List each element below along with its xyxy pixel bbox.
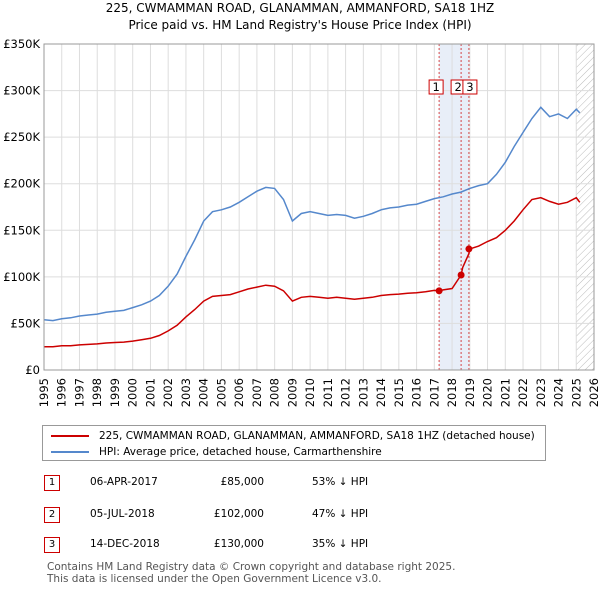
x-tick-label: 2009 <box>285 378 299 407</box>
x-tick-label: 2023 <box>534 378 548 407</box>
x-tick-label: 2020 <box>481 378 495 407</box>
price-chart: £0 £50K £100K £150K £200K £250K £300K £350K 1995… <box>3 37 600 407</box>
sale-label-text: 1 <box>432 80 439 94</box>
sale-label-text: 2 <box>454 80 461 94</box>
footer-copyright: Contains HM Land Registry data © Crown c… <box>47 561 456 573</box>
x-tick-label: 2005 <box>214 378 228 407</box>
x-tick-label: 2013 <box>356 378 370 407</box>
x-tick-label: 2007 <box>250 378 264 407</box>
sale-point <box>457 271 465 279</box>
x-tick-label: 1998 <box>90 378 104 407</box>
x-tick-label: 2018 <box>445 378 459 407</box>
x-tick-label: 2004 <box>197 378 211 407</box>
x-tick-label: 1996 <box>55 378 69 407</box>
chart-subtitle: Price paid vs. HM Land Registry's House … <box>128 18 472 32</box>
sale-row-3: 3 14-DEC-2018 £130,000 35% ↓ HPI <box>44 537 544 553</box>
x-tick-label: 2014 <box>374 378 388 407</box>
sale-number-badge: 3 <box>44 537 60 553</box>
sale-number-badge: 1 <box>44 475 60 491</box>
x-tick-label: 2008 <box>268 378 282 407</box>
sale-row-1: 1 06-APR-2017 £85,000 53% ↓ HPI <box>44 475 544 491</box>
legend-label-property: 225, CWMAMMAN ROAD, GLANAMMAN, AMMANFORD… <box>99 430 535 442</box>
x-tick-label: 1995 <box>37 378 51 407</box>
sale-label-box <box>428 79 444 95</box>
y-tick-label: £250K <box>3 130 40 144</box>
series-line <box>43 106 581 322</box>
x-tick-label: 2003 <box>179 378 193 407</box>
sale-hpi-diff: 53% ↓ HPI <box>312 476 369 488</box>
x-tick-label: 2019 <box>463 378 477 407</box>
sale-price: £85,000 <box>220 476 264 488</box>
sale-point <box>435 287 443 295</box>
future-hatch-region <box>576 44 594 370</box>
legend-label-hpi: HPI: Average price, detached house, Carm… <box>99 446 382 458</box>
sale-hpi-diff: 35% ↓ HPI <box>312 538 369 550</box>
x-tick-label: 2022 <box>516 378 530 407</box>
sale-price: £130,000 <box>213 538 264 550</box>
sale-point <box>465 245 473 253</box>
y-tick-label: £300K <box>3 84 40 98</box>
legend-swatch-hpi <box>51 451 89 453</box>
x-tick-label: 2025 <box>569 378 583 407</box>
sales-highlight-band <box>439 44 469 370</box>
footer-licence: This data is licensed under the Open Gov… <box>47 573 382 585</box>
x-tick-label: 1999 <box>108 378 122 407</box>
plot-area <box>44 44 594 370</box>
legend: 225, CWMAMMAN ROAD, GLANAMMAN, AMMANFORD… <box>42 425 546 461</box>
sale-date: 14-DEC-2018 <box>90 538 160 550</box>
sale-price: £102,000 <box>213 508 264 520</box>
sale-label-box <box>462 79 478 95</box>
sale-label-text: 3 <box>466 80 473 94</box>
y-tick-label: £200K <box>3 177 40 191</box>
x-tick-label: 2000 <box>126 378 140 407</box>
series-line <box>44 196 581 348</box>
y-tick-label: £150K <box>3 223 40 237</box>
y-tick-label: £350K <box>3 37 40 51</box>
x-tick-label: 2015 <box>392 378 406 407</box>
sale-date: 06-APR-2017 <box>90 476 158 488</box>
x-tick-label: 2012 <box>339 378 353 407</box>
legend-swatch-property <box>51 435 89 437</box>
x-tick-label: 2010 <box>303 378 317 407</box>
sale-row-2: 2 05-JUL-2018 £102,000 47% ↓ HPI <box>44 507 544 523</box>
y-tick-label: £50K <box>11 316 41 330</box>
x-tick-label: 2026 <box>587 378 600 407</box>
y-tick-label: £100K <box>3 270 40 284</box>
y-tick-label: £0 <box>25 363 40 377</box>
x-tick-label: 2002 <box>161 378 175 407</box>
x-tick-label: 2011 <box>321 378 335 407</box>
plot-frame <box>43 43 595 371</box>
x-tick-label: 2006 <box>232 378 246 407</box>
x-tick-label: 2001 <box>143 378 157 407</box>
sale-number-badge: 2 <box>44 507 60 523</box>
chart-title: 225, CWMAMMAN ROAD, GLANAMMAN, AMMANFORD… <box>105 1 495 15</box>
sale-date: 05-JUL-2018 <box>90 508 155 520</box>
x-tick-label: 2024 <box>552 378 566 407</box>
x-tick-label: 2021 <box>498 378 512 407</box>
x-tick-label: 1997 <box>72 378 86 407</box>
legend-item-property: 225, CWMAMMAN ROAD, GLANAMMAN, AMMANFORD… <box>51 428 535 444</box>
legend-item-hpi: HPI: Average price, detached house, Carm… <box>51 444 382 460</box>
x-tick-label: 2016 <box>410 378 424 407</box>
x-tick-label: 2017 <box>427 378 441 407</box>
sale-hpi-diff: 47% ↓ HPI <box>312 508 369 520</box>
